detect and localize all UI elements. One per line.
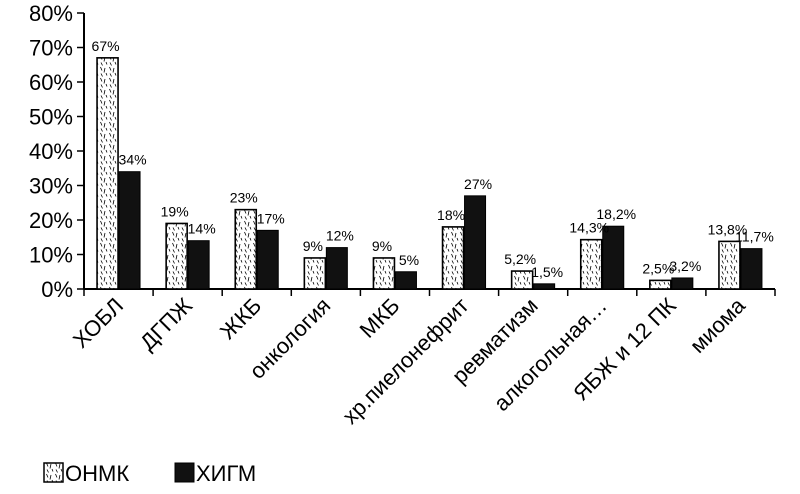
bar-onmk	[96, 57, 119, 290]
data-label: 27%	[464, 176, 492, 192]
data-labels: 67% 19% 23% 9% 9% 18% 5,2% 14,3% 2,5% 13,8% 34% 14%…	[92, 38, 774, 280]
y-tick-label: 80%	[29, 1, 73, 26]
data-label: 14,3%	[569, 220, 609, 236]
data-label: 17%	[257, 210, 285, 226]
x-tick-label: ДГПЖ	[135, 292, 198, 355]
y-tick-label: 10%	[29, 243, 73, 268]
data-label: 12%	[326, 228, 354, 244]
x-tick-label: ЖКБ	[215, 293, 266, 344]
axes: 0%10%20%30%40%50%60%70%80%ХОБЛ ДГПЖ ЖКБонк…	[29, 1, 776, 429]
bar-higm	[118, 171, 141, 290]
data-label: 5%	[399, 252, 419, 268]
bar-higm	[256, 229, 279, 290]
bar-onmk	[303, 257, 327, 290]
x-tick-label: ХОБЛ	[68, 293, 128, 353]
bar-onmk	[718, 240, 741, 290]
data-label: 5,2%	[504, 251, 536, 267]
data-label: 23%	[230, 190, 258, 206]
bar-onmk	[649, 279, 672, 290]
bars	[96, 57, 763, 290]
x-tick-label: МКБ	[355, 293, 405, 343]
x-tick-label: миома	[685, 292, 751, 358]
bar-higm	[187, 240, 210, 290]
legend-swatch-higm	[174, 462, 195, 483]
data-label: 13,8%	[708, 221, 748, 237]
y-tick-label: 40%	[29, 139, 73, 164]
data-label: 11,7%	[735, 229, 774, 245]
bar-higm	[325, 247, 348, 290]
data-label: 3,2%	[669, 258, 701, 274]
y-tick-label: 60%	[29, 70, 73, 95]
legend: ОНМК ХИГМ	[43, 461, 256, 486]
x-tick-label: хр.пиелонефрит	[337, 293, 473, 429]
data-label: 1,5%	[531, 264, 563, 280]
data-label: 9%	[372, 238, 392, 254]
bar-higm	[464, 195, 487, 290]
data-label: 2,5%	[642, 260, 674, 276]
y-tick-label: 50%	[29, 105, 73, 130]
data-label: 34%	[119, 152, 147, 168]
y-tick-label: 70%	[29, 36, 73, 61]
y-tick-label: 30%	[29, 174, 73, 199]
data-label: 18,2%	[596, 206, 636, 222]
bar-onmk	[372, 257, 396, 290]
legend-swatch-onmk	[43, 462, 64, 483]
data-label: 19%	[161, 203, 189, 219]
bar-higm	[533, 283, 556, 290]
bar-onmk	[234, 208, 258, 290]
data-label: 67%	[92, 38, 120, 54]
data-label: 18%	[437, 207, 465, 223]
bar-higm	[394, 271, 417, 290]
data-label: 14%	[188, 221, 216, 237]
bar-onmk	[510, 270, 534, 290]
bar-onmk	[165, 222, 188, 290]
legend-label: ОНМК	[65, 461, 129, 486]
bar-higm	[602, 225, 625, 290]
bar-onmk	[441, 226, 465, 290]
bar-onmk	[579, 238, 603, 290]
y-tick-label: 0%	[41, 277, 73, 302]
data-label: 9%	[303, 238, 323, 254]
bar-higm	[740, 248, 763, 290]
legend-label: ХИГМ	[196, 461, 256, 486]
bar-higm	[671, 277, 694, 290]
y-tick-label: 20%	[29, 208, 73, 233]
